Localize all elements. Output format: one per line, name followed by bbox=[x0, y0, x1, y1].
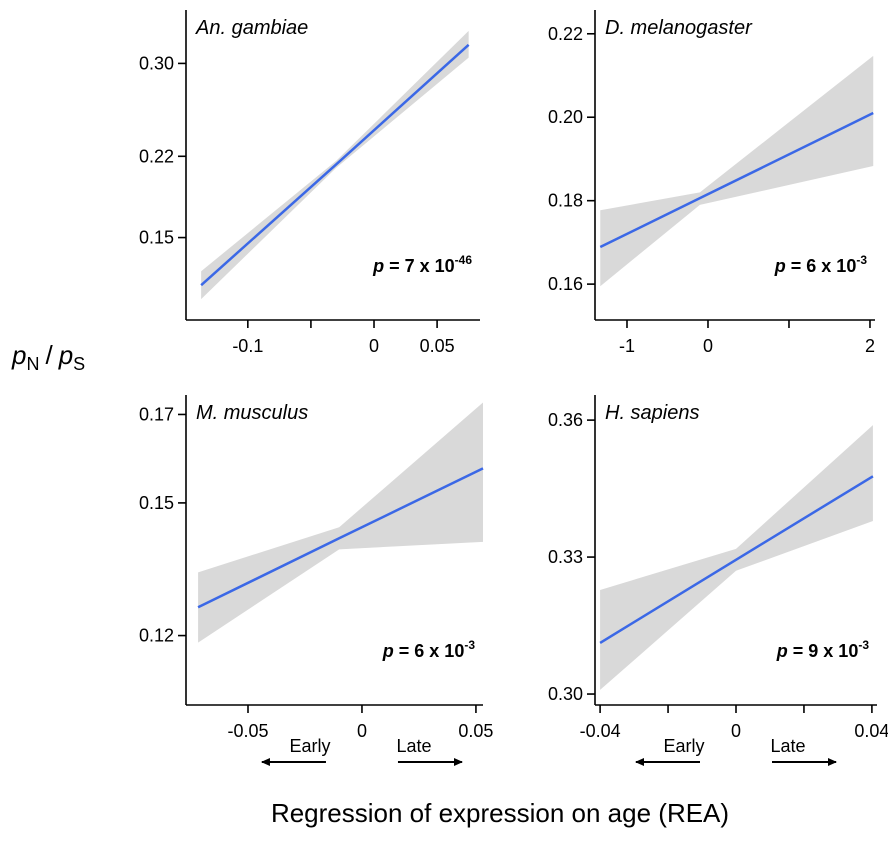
panel-title: H. sapiens bbox=[605, 402, 700, 424]
x-tick-label: 0 bbox=[731, 721, 741, 741]
x-tick-label: 2 bbox=[865, 336, 875, 356]
p-exponent: -3 bbox=[464, 638, 475, 652]
y-tick-label: 0.22 bbox=[548, 24, 583, 44]
late-label: Late bbox=[396, 736, 431, 756]
x-tick-label: 0.05 bbox=[458, 721, 493, 741]
regression-line bbox=[599, 111, 874, 249]
confidence-band bbox=[198, 402, 484, 643]
p-exponent: -46 bbox=[455, 253, 473, 267]
x-tick-label: -0.05 bbox=[227, 721, 268, 741]
early-label: Early bbox=[289, 736, 330, 756]
y-label-symbol: p bbox=[11, 340, 26, 370]
y-tick-label: 0.20 bbox=[548, 107, 583, 127]
x-tick-label: 0 bbox=[369, 336, 379, 356]
y-label-subscript: S bbox=[73, 354, 85, 374]
late-label: Late bbox=[770, 736, 805, 756]
x-tick-label: 0.05 bbox=[420, 336, 455, 356]
y-tick-label: 0.36 bbox=[548, 410, 583, 430]
y-tick-label: 0.22 bbox=[139, 146, 174, 166]
p-value: p = 9 x 10-3 bbox=[776, 638, 870, 661]
panel-title: M. musculus bbox=[196, 402, 308, 424]
regression-line bbox=[200, 43, 470, 287]
y-tick-label: 0.12 bbox=[139, 626, 174, 646]
panel-title: An. gambiae bbox=[195, 17, 308, 39]
p-exponent: -3 bbox=[856, 253, 867, 267]
p-symbol: p bbox=[774, 256, 786, 276]
x-tick-label: -0.04 bbox=[580, 721, 621, 741]
y-tick-label: 0.18 bbox=[548, 191, 583, 211]
y-tick-label: 0.15 bbox=[139, 493, 174, 513]
p-symbol: p bbox=[382, 641, 394, 661]
y-tick-label: 0.17 bbox=[139, 404, 174, 424]
p-value: p = 6 x 10-3 bbox=[382, 638, 476, 661]
regression-line bbox=[599, 475, 874, 644]
confidence-band bbox=[600, 55, 874, 287]
p-text: = 6 x 10 bbox=[791, 256, 857, 276]
y-tick-label: 0.30 bbox=[548, 684, 583, 704]
y-label-separator: / bbox=[45, 340, 53, 370]
y-label-symbol: p bbox=[58, 340, 73, 370]
y-tick-label: 0.30 bbox=[139, 53, 174, 73]
x-tick-label: 0 bbox=[703, 336, 713, 356]
y-tick-label: 0.16 bbox=[548, 274, 583, 294]
p-symbol: p bbox=[372, 256, 384, 276]
p-text: = 9 x 10 bbox=[793, 641, 859, 661]
y-tick-label: 0.33 bbox=[548, 547, 583, 567]
p-text: = 6 x 10 bbox=[399, 641, 465, 661]
x-tick-label: 0 bbox=[357, 721, 367, 741]
p-symbol: p bbox=[776, 641, 788, 661]
x-tick-label: -0.1 bbox=[232, 336, 263, 356]
p-value: p = 6 x 10-3 bbox=[774, 253, 868, 276]
y-tick-label: 0.15 bbox=[139, 228, 174, 248]
panel-title: D. melanogaster bbox=[605, 17, 753, 39]
x-tick-label: -1 bbox=[619, 336, 635, 356]
p-exponent: -3 bbox=[858, 638, 869, 652]
early-label: Early bbox=[663, 736, 704, 756]
p-value: p = 7 x 10-46 bbox=[372, 253, 472, 276]
x-tick-label: 0.04 bbox=[854, 721, 888, 741]
y-label: pN / pS bbox=[11, 340, 85, 374]
confidence-band bbox=[600, 425, 873, 690]
x-label: Regression of expression on age (REA) bbox=[271, 798, 729, 828]
y-label-subscript: N bbox=[26, 354, 39, 374]
p-text: = 7 x 10 bbox=[389, 256, 455, 276]
regression-line bbox=[197, 467, 484, 609]
